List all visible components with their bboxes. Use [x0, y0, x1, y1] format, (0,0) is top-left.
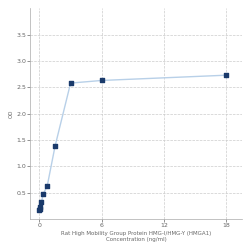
X-axis label: Rat High Mobility Group Protein HMG-I/HMG-Y (HMGA1)
Concentration (ng/ml): Rat High Mobility Group Protein HMG-I/HM…	[61, 231, 211, 242]
Point	[68, 81, 72, 85]
Point	[41, 192, 45, 196]
Point	[100, 78, 104, 82]
Point	[38, 208, 42, 212]
Point	[38, 205, 42, 209]
Point	[224, 73, 228, 77]
Point	[45, 184, 49, 188]
Point	[40, 200, 44, 204]
Point	[38, 207, 42, 211]
Y-axis label: OD: OD	[8, 110, 13, 118]
Point	[53, 144, 57, 148]
